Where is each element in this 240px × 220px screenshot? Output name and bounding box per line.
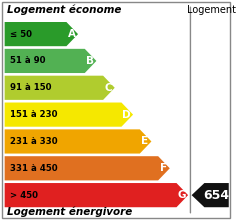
Text: E: E bbox=[141, 136, 149, 147]
Text: D: D bbox=[122, 110, 131, 120]
Polygon shape bbox=[5, 103, 133, 127]
Polygon shape bbox=[5, 76, 115, 100]
Text: Logement économe: Logement économe bbox=[7, 5, 121, 15]
Text: B: B bbox=[86, 56, 94, 66]
Polygon shape bbox=[192, 183, 229, 207]
Polygon shape bbox=[5, 49, 96, 73]
Polygon shape bbox=[5, 22, 78, 46]
Text: 231 à 330: 231 à 330 bbox=[11, 137, 58, 146]
Text: 331 à 450: 331 à 450 bbox=[11, 164, 58, 173]
Polygon shape bbox=[5, 129, 151, 154]
Text: Logement énergivore: Logement énergivore bbox=[7, 206, 132, 217]
Text: ≤ 50: ≤ 50 bbox=[11, 30, 32, 38]
Text: 151 à 230: 151 à 230 bbox=[11, 110, 58, 119]
Text: 51 à 90: 51 à 90 bbox=[11, 57, 46, 65]
Text: Logement: Logement bbox=[187, 5, 236, 15]
Text: > 450: > 450 bbox=[11, 191, 38, 200]
Text: A: A bbox=[68, 29, 76, 39]
Text: 654: 654 bbox=[204, 189, 230, 202]
Text: C: C bbox=[105, 83, 112, 93]
Text: 91 à 150: 91 à 150 bbox=[11, 83, 52, 92]
Text: F: F bbox=[160, 163, 167, 173]
Polygon shape bbox=[5, 183, 188, 207]
Polygon shape bbox=[5, 156, 170, 180]
Text: G: G bbox=[177, 190, 186, 200]
